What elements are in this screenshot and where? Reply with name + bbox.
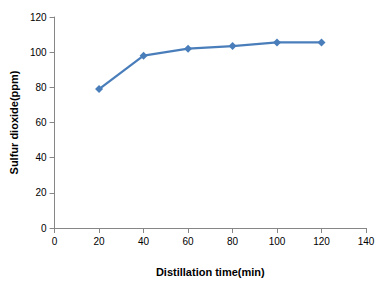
- svg-text:120: 120: [313, 236, 330, 247]
- svg-text:80: 80: [227, 236, 239, 247]
- svg-text:100: 100: [30, 47, 47, 58]
- svg-text:Distillation time(min): Distillation time(min): [156, 266, 265, 278]
- svg-text:20: 20: [35, 187, 47, 198]
- svg-text:100: 100: [269, 236, 286, 247]
- svg-text:Sulfur dioxide(ppm): Sulfur dioxide(ppm): [8, 70, 20, 174]
- svg-text:0: 0: [52, 236, 58, 247]
- svg-text:60: 60: [35, 117, 47, 128]
- svg-text:0: 0: [41, 223, 47, 234]
- svg-text:20: 20: [94, 236, 106, 247]
- svg-text:120: 120: [30, 12, 47, 23]
- svg-text:80: 80: [35, 82, 47, 93]
- svg-text:40: 40: [138, 236, 150, 247]
- svg-text:140: 140: [358, 236, 375, 247]
- svg-text:40: 40: [35, 152, 47, 163]
- svg-text:60: 60: [182, 236, 194, 247]
